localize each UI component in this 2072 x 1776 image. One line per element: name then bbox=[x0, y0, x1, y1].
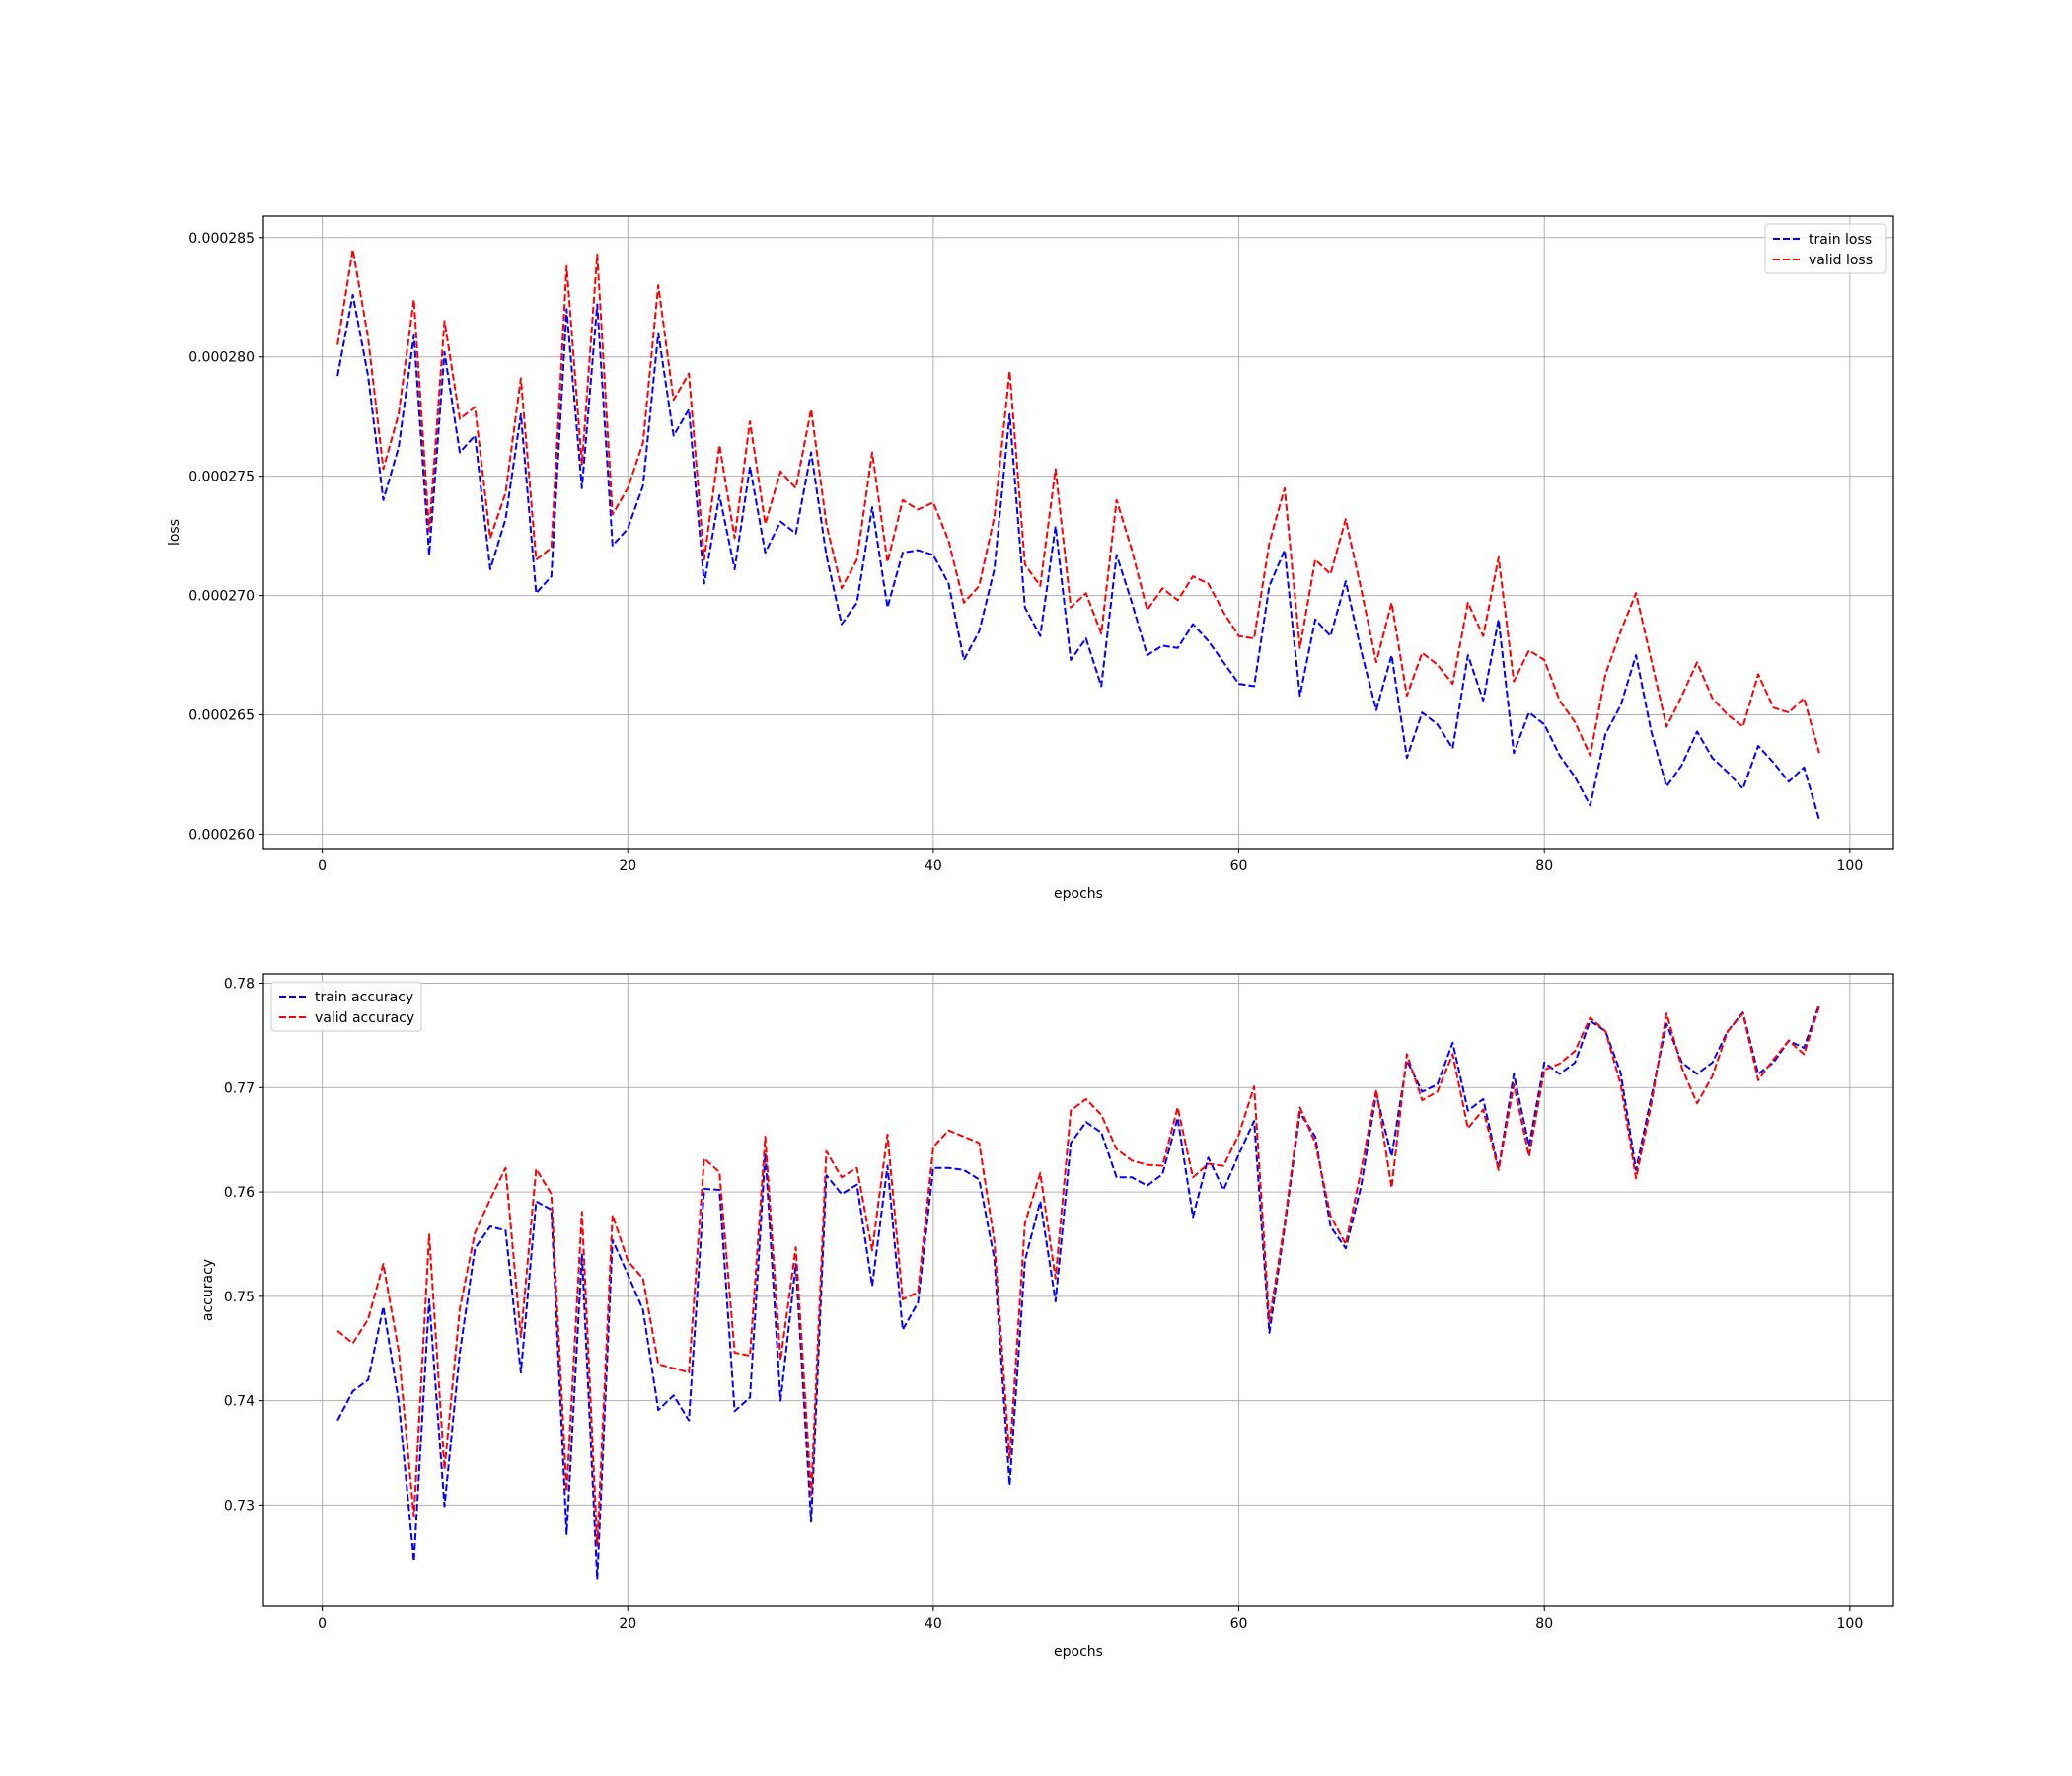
legend-label-valid-accuracy: valid accuracy bbox=[315, 1010, 414, 1026]
accuracy-plot-frame bbox=[262, 973, 1894, 1607]
train-loss-line bbox=[336, 293, 1820, 821]
loss-x-tick-label: 40 bbox=[925, 858, 942, 874]
accuracy-y-tick-label: 0.74 bbox=[224, 1394, 255, 1410]
loss-y-tick-label: 0.000270 bbox=[188, 589, 255, 605]
loss-x-tick-label: 80 bbox=[1535, 858, 1553, 874]
loss-x-axis-label: epochs bbox=[1054, 886, 1103, 902]
accuracy-x-tick-label: 20 bbox=[619, 1616, 636, 1632]
accuracy-x-tick-label: 100 bbox=[1837, 1616, 1864, 1632]
accuracy-x-tick-label: 0 bbox=[318, 1616, 327, 1632]
train-accuracy-line bbox=[336, 1003, 1820, 1581]
loss-ticks: 0 20 40 60 80 100 0.000260 0.000265 0.000270 0.00… bbox=[188, 231, 1863, 874]
accuracy-y-tick-label: 0.75 bbox=[224, 1290, 255, 1305]
loss-y-axis-label: loss bbox=[167, 519, 183, 546]
loss-y-tick-label: 0.000260 bbox=[188, 827, 255, 843]
accuracy-ticks: 0 20 40 60 80 100 0.73 0.74 0.75 0.76 0.77 0.78 bbox=[224, 977, 1863, 1632]
loss-y-tick-label: 0.000285 bbox=[188, 231, 255, 247]
accuracy-y-tick-label: 0.77 bbox=[224, 1080, 255, 1096]
accuracy-legend: train accuracy valid accuracy bbox=[270, 981, 422, 1032]
legend-label-train-accuracy: train accuracy bbox=[315, 990, 413, 1005]
loss-grid bbox=[263, 216, 1893, 849]
loss-series bbox=[336, 248, 1820, 821]
loss-plot-frame bbox=[262, 215, 1894, 850]
loss-x-tick-label: 60 bbox=[1230, 858, 1248, 874]
loss-x-tick-label: 20 bbox=[619, 858, 636, 874]
accuracy-y-tick-label: 0.78 bbox=[224, 977, 255, 993]
loss-x-tick-label: 100 bbox=[1837, 858, 1864, 874]
loss-y-tick-label: 0.000275 bbox=[188, 470, 255, 485]
accuracy-x-tick-label: 40 bbox=[925, 1616, 942, 1632]
accuracy-y-tick-label: 0.73 bbox=[224, 1498, 255, 1514]
legend-label-valid-loss: valid loss bbox=[1809, 253, 1873, 268]
accuracy-x-axis-label: epochs bbox=[1054, 1644, 1103, 1660]
valid-loss-line bbox=[336, 248, 1820, 757]
loss-legend: train loss valid loss bbox=[1764, 223, 1887, 274]
legend-label-train-loss: train loss bbox=[1809, 232, 1872, 248]
valid-accuracy-line bbox=[336, 1005, 1820, 1547]
accuracy-x-tick-label: 60 bbox=[1230, 1616, 1248, 1632]
loss-x-tick-label: 0 bbox=[318, 858, 327, 874]
accuracy-chart: 0 20 40 60 80 100 0.73 0.74 0.75 0.76 0.77 0.78 epo… bbox=[200, 973, 1894, 1660]
loss-y-tick-label: 0.000280 bbox=[188, 350, 255, 366]
accuracy-grid bbox=[263, 974, 1893, 1606]
accuracy-series bbox=[336, 1003, 1820, 1581]
loss-legend-box bbox=[1764, 223, 1887, 274]
accuracy-legend-box bbox=[270, 981, 422, 1032]
accuracy-y-axis-label: accuracy bbox=[200, 1259, 216, 1321]
accuracy-y-tick-label: 0.76 bbox=[224, 1185, 255, 1201]
loss-chart: 0 20 40 60 80 100 0.000260 0.000265 0.000270 0.00… bbox=[167, 215, 1894, 902]
accuracy-x-tick-label: 80 bbox=[1535, 1616, 1553, 1632]
loss-y-tick-label: 0.000265 bbox=[188, 708, 255, 724]
